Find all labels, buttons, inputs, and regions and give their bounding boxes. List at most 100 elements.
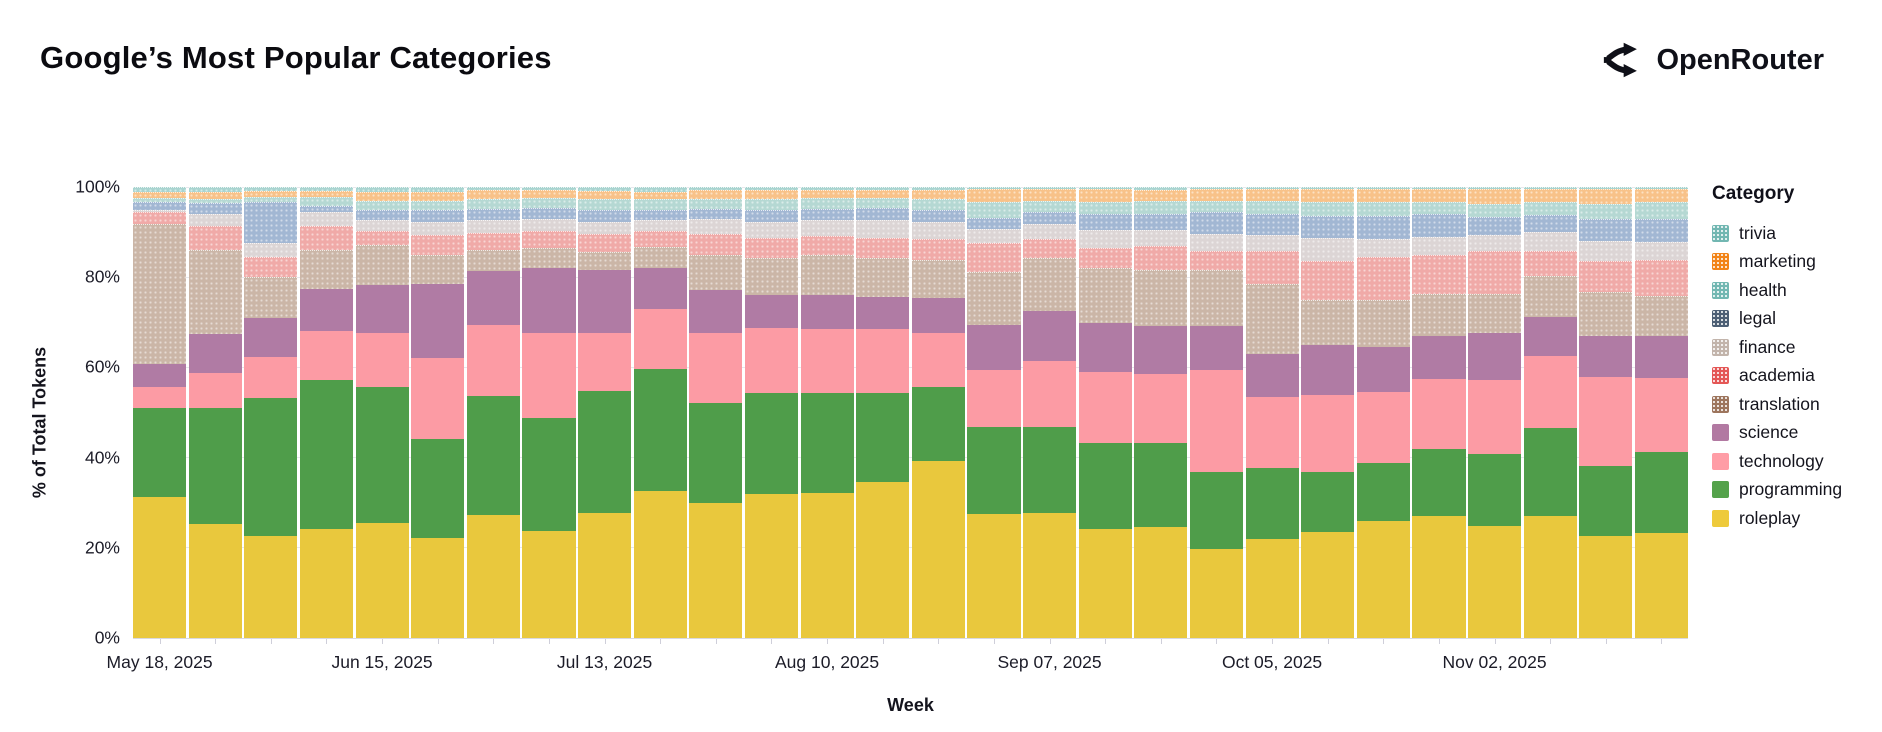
segment-legal[interactable] <box>1356 215 1410 239</box>
segment-health[interactable] <box>800 198 854 210</box>
segment-programming[interactable] <box>1078 442 1132 530</box>
segment-programming[interactable] <box>466 396 520 516</box>
segment-programming[interactable] <box>967 426 1021 514</box>
segment-technology[interactable] <box>1301 395 1355 472</box>
segment-translation[interactable] <box>299 250 353 289</box>
segment-trivia[interactable] <box>1579 187 1633 189</box>
segment-academia[interactable] <box>1301 261 1355 300</box>
segment-health[interactable] <box>856 198 910 208</box>
segment-academia[interactable] <box>856 237 910 259</box>
segment-marketing[interactable] <box>689 189 743 199</box>
segment-legal[interactable] <box>1579 219 1633 241</box>
segment-finance[interactable] <box>633 220 687 232</box>
bar-week-jun-22-2025[interactable] <box>411 187 465 638</box>
segment-marketing[interactable] <box>1412 188 1466 202</box>
segment-programming[interactable] <box>1301 471 1355 533</box>
segment-programming[interactable] <box>1189 472 1243 549</box>
segment-marketing[interactable] <box>244 190 298 197</box>
segment-finance[interactable] <box>744 222 798 238</box>
segment-health[interactable] <box>1301 201 1355 217</box>
segment-technology[interactable] <box>411 358 465 440</box>
segment-marketing[interactable] <box>911 189 965 199</box>
segment-health[interactable] <box>967 201 1021 218</box>
segment-technology[interactable] <box>1634 377 1688 453</box>
segment-science[interactable] <box>522 267 576 333</box>
segment-trivia[interactable] <box>911 187 965 190</box>
segment-programming[interactable] <box>522 417 576 531</box>
segment-legal[interactable] <box>1634 219 1688 242</box>
segment-finance[interactable] <box>911 222 965 240</box>
segment-science[interactable] <box>1579 336 1633 378</box>
segment-trivia[interactable] <box>1412 187 1466 189</box>
segment-marketing[interactable] <box>299 191 353 197</box>
segment-legal[interactable] <box>522 207 576 219</box>
segment-programming[interactable] <box>1412 448 1466 516</box>
segment-translation[interactable] <box>633 246 687 269</box>
segment-programming[interactable] <box>244 397 298 537</box>
segment-programming[interactable] <box>1579 465 1633 536</box>
segment-marketing[interactable] <box>1078 189 1132 202</box>
segment-trivia[interactable] <box>856 187 910 190</box>
segment-roleplay[interactable] <box>466 515 520 638</box>
segment-technology[interactable] <box>744 328 798 393</box>
segment-finance[interactable] <box>1189 233 1243 251</box>
segment-roleplay[interactable] <box>1634 533 1688 638</box>
bar-week-jun-08-2025[interactable] <box>299 187 353 638</box>
segment-technology[interactable] <box>1134 373 1188 443</box>
segment-academia[interactable] <box>244 257 298 278</box>
segment-academia[interactable] <box>689 233 743 256</box>
segment-roleplay[interactable] <box>522 530 576 638</box>
segment-marketing[interactable] <box>744 189 798 199</box>
segment-marketing[interactable] <box>133 191 187 198</box>
segment-finance[interactable] <box>522 218 576 232</box>
segment-translation[interactable] <box>1078 267 1132 324</box>
segment-legal[interactable] <box>856 207 910 220</box>
segment-marketing[interactable] <box>800 189 854 199</box>
bar-week-sep-28-2025[interactable] <box>1189 187 1243 638</box>
segment-translation[interactable] <box>1356 299 1410 347</box>
segment-translation[interactable] <box>800 255 854 296</box>
segment-health[interactable] <box>522 198 576 208</box>
bar-week-jun-01-2025[interactable] <box>244 187 298 639</box>
segment-marketing[interactable] <box>1189 188 1243 201</box>
bar-week-aug-03-2025[interactable] <box>744 187 798 638</box>
segment-trivia[interactable] <box>1078 187 1132 190</box>
segment-roleplay[interactable] <box>1023 512 1077 638</box>
segment-science[interactable] <box>299 289 353 331</box>
segment-academia[interactable] <box>466 232 520 251</box>
segment-legal[interactable] <box>689 209 743 219</box>
segment-science[interactable] <box>188 334 242 373</box>
segment-marketing[interactable] <box>633 191 687 199</box>
segment-health[interactable] <box>299 196 353 207</box>
segment-legal[interactable] <box>633 209 687 221</box>
segment-health[interactable] <box>1189 200 1243 213</box>
segment-health[interactable] <box>466 199 520 210</box>
bar-week-may-18-2025[interactable] <box>133 187 187 638</box>
segment-finance[interactable] <box>1134 229 1188 246</box>
segment-roleplay[interactable] <box>244 536 298 639</box>
segment-trivia[interactable] <box>578 187 632 191</box>
segment-roleplay[interactable] <box>1523 515 1577 638</box>
segment-trivia[interactable] <box>633 187 687 192</box>
segment-programming[interactable] <box>856 392 910 482</box>
segment-trivia[interactable] <box>1634 187 1688 189</box>
bar-week-sep-14-2025[interactable] <box>1078 187 1132 638</box>
bar-week-nov-16-2025[interactable] <box>1579 187 1633 638</box>
segment-legal[interactable] <box>1412 214 1466 237</box>
segment-academia[interactable] <box>1579 260 1633 292</box>
segment-science[interactable] <box>1634 336 1688 378</box>
segment-trivia[interactable] <box>1468 187 1522 189</box>
segment-trivia[interactable] <box>1523 187 1577 189</box>
segment-finance[interactable] <box>1579 240 1633 261</box>
segment-trivia[interactable] <box>411 187 465 193</box>
bar-week-aug-10-2025[interactable] <box>800 187 854 638</box>
segment-programming[interactable] <box>411 439 465 539</box>
segment-marketing[interactable] <box>355 192 409 202</box>
segment-technology[interactable] <box>967 369 1021 427</box>
segment-roleplay[interactable] <box>188 524 242 638</box>
segment-academia[interactable] <box>1245 251 1299 284</box>
segment-translation[interactable] <box>1023 258 1077 312</box>
segment-translation[interactable] <box>1134 269 1188 327</box>
bar-week-nov-02-2025[interactable] <box>1468 187 1522 638</box>
segment-health[interactable] <box>1412 201 1466 215</box>
